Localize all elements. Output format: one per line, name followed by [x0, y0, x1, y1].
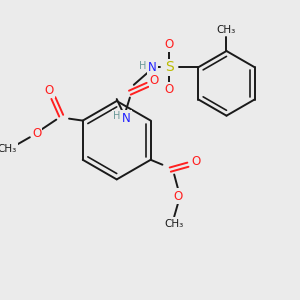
Text: N: N — [122, 112, 130, 124]
Text: O: O — [164, 38, 174, 51]
Text: H: H — [139, 61, 146, 71]
Text: CH₃: CH₃ — [217, 26, 236, 35]
Text: O: O — [32, 127, 41, 140]
Text: O: O — [164, 83, 174, 96]
Text: CH₃: CH₃ — [165, 218, 184, 229]
Text: O: O — [191, 155, 200, 168]
Text: H: H — [113, 111, 120, 121]
Text: CH₃: CH₃ — [0, 144, 17, 154]
Text: O: O — [173, 190, 183, 202]
Text: O: O — [45, 84, 54, 97]
Text: O: O — [150, 74, 159, 87]
Text: S: S — [165, 60, 173, 74]
Text: N: N — [148, 61, 157, 74]
